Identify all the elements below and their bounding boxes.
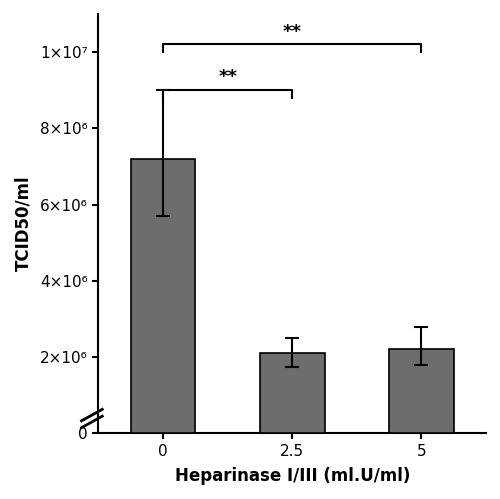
Bar [260,353,324,433]
Text: **: ** [218,68,237,86]
X-axis label: Heparinase I/III (ml.U/ml): Heparinase I/III (ml.U/ml) [174,467,410,485]
Y-axis label: TCID50/ml: TCID50/ml [14,176,32,271]
Bar [130,159,196,433]
Bar [389,349,454,433]
Text: **: ** [282,22,302,40]
